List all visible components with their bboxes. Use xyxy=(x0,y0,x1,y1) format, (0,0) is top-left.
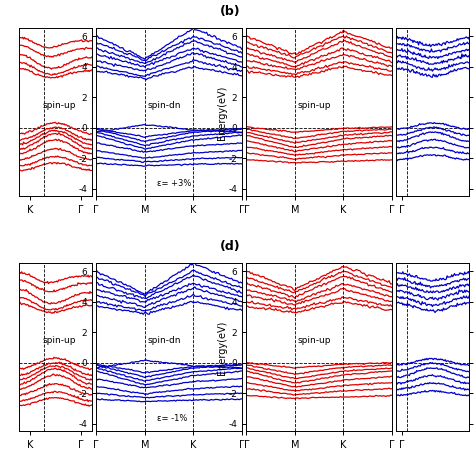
Text: ε= -1%: ε= -1% xyxy=(157,414,188,423)
Text: spin-dn: spin-dn xyxy=(147,101,181,110)
Text: (b): (b) xyxy=(220,5,241,18)
Text: spin-up: spin-up xyxy=(297,101,331,110)
Y-axis label: Energy(eV): Energy(eV) xyxy=(217,320,227,374)
Text: spin-up: spin-up xyxy=(42,101,76,110)
Text: spin-up: spin-up xyxy=(42,336,76,345)
Text: spin-dn: spin-dn xyxy=(147,336,181,345)
Text: (d): (d) xyxy=(220,240,241,253)
Y-axis label: Energy(eV): Energy(eV) xyxy=(217,85,227,139)
Text: ε= +3%: ε= +3% xyxy=(157,179,192,188)
Text: spin-up: spin-up xyxy=(297,336,331,345)
